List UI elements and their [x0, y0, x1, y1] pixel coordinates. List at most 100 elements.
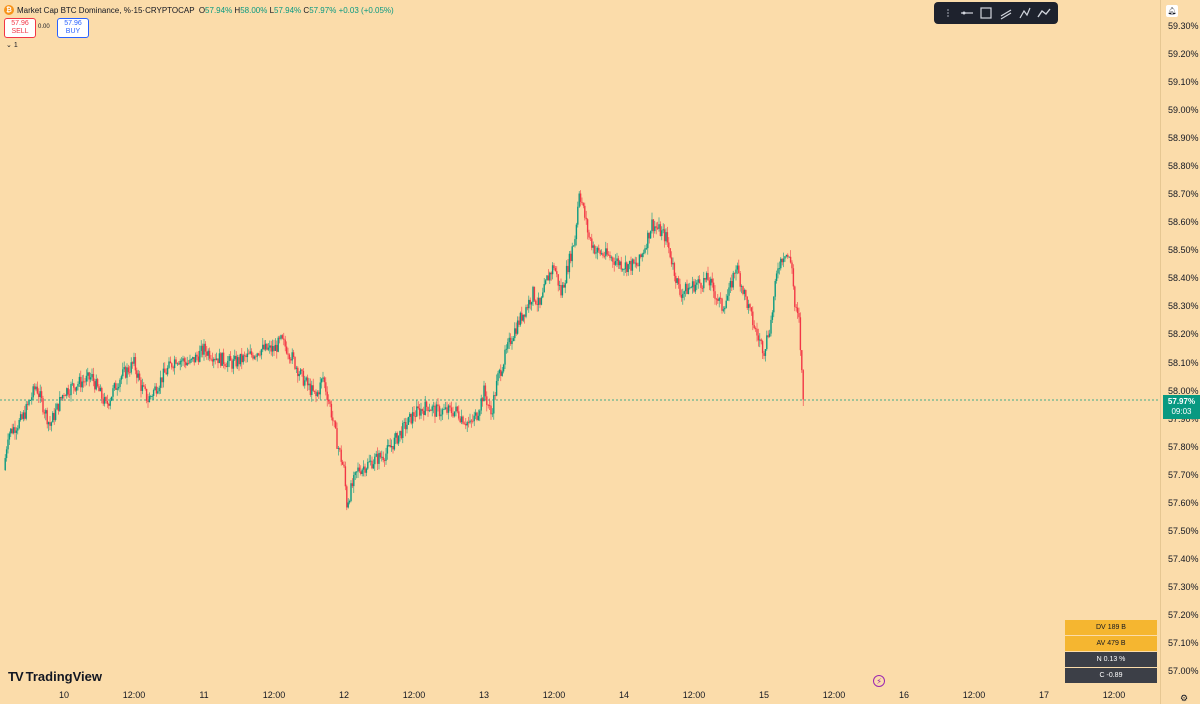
y-tick-label: 59.10%	[1168, 77, 1199, 88]
candle-body	[628, 260, 631, 265]
path-icon[interactable]	[1017, 5, 1033, 21]
buy-label: BUY	[65, 28, 81, 35]
candle-body	[68, 394, 71, 396]
candle-body	[491, 413, 494, 415]
candle-body	[347, 502, 349, 508]
candle-body	[798, 313, 800, 318]
x-tick-label: 12:00	[542, 690, 566, 700]
candle-body	[684, 283, 687, 292]
candle-body	[245, 355, 247, 358]
candle-body	[512, 338, 515, 341]
candle-body	[319, 382, 321, 395]
candle-body	[704, 278, 706, 280]
parallel-channel-icon[interactable]	[998, 5, 1014, 21]
candle-body	[235, 355, 237, 367]
symbol-title[interactable]: Market Cap BTC Dominance, %	[17, 5, 131, 15]
stat-c: C -0.89	[1065, 668, 1157, 683]
candle-body	[766, 335, 768, 350]
candle-body	[658, 224, 660, 229]
price-chart[interactable]	[0, 0, 1160, 704]
candle-body	[719, 297, 722, 299]
candle-body	[665, 232, 667, 242]
candle-body	[285, 346, 288, 354]
candle-body	[24, 412, 26, 419]
candle-body	[494, 395, 496, 397]
candle-body	[507, 342, 509, 349]
y-tick-label: 57.50%	[1168, 525, 1199, 536]
candle-body	[260, 349, 263, 356]
gear-icon[interactable]: ⚙︎	[1180, 693, 1189, 703]
candle-body	[497, 373, 499, 381]
interval-label[interactable]: 15	[133, 5, 143, 15]
candle-body	[431, 406, 433, 411]
candle-body	[400, 430, 403, 439]
drag-handle-icon[interactable]	[940, 5, 956, 21]
candle-body	[593, 245, 596, 254]
candle-body	[542, 292, 544, 298]
candle-body	[61, 395, 64, 399]
y-tick-label: 58.60%	[1168, 217, 1199, 228]
candle-body	[420, 409, 422, 416]
x-tick-label: 12:00	[402, 690, 426, 700]
candle-body	[54, 409, 57, 420]
candle-body	[731, 281, 733, 288]
candle-body	[588, 232, 590, 238]
candle-body	[159, 377, 162, 388]
candle-body	[252, 354, 254, 359]
candle-body	[250, 351, 253, 355]
candle-body	[263, 344, 265, 350]
candle-body	[752, 311, 754, 326]
candle-body	[389, 445, 391, 448]
last-price-value: 57.97%	[1167, 397, 1196, 406]
horizontal-line-icon[interactable]	[959, 5, 975, 21]
close-value: 57.97%	[309, 5, 337, 15]
candle-body	[675, 275, 677, 283]
tradingview-logo[interactable]: TV TradingView	[8, 669, 102, 684]
candle-body	[501, 371, 503, 376]
rectangle-icon[interactable]	[978, 5, 994, 21]
candle-body	[50, 422, 53, 426]
candle-body	[614, 261, 617, 265]
candle-body	[332, 417, 334, 421]
y-tick-label: 57.10%	[1168, 637, 1199, 648]
alert-icon[interactable]: 🔔︎	[1166, 5, 1178, 17]
candle-body	[46, 410, 48, 425]
candle-body	[525, 307, 527, 317]
candle-body	[768, 333, 771, 337]
candle-body	[407, 416, 410, 425]
candle-body	[269, 345, 271, 348]
change-value: +0.03 (+0.05%)	[338, 5, 394, 15]
collapse-indicators-button[interactable]: ⌄ 1	[6, 41, 18, 49]
candle-body	[460, 416, 463, 423]
candle-body	[172, 367, 174, 369]
candle-body	[180, 360, 183, 362]
candle-body	[200, 345, 202, 351]
candle-body	[487, 404, 489, 406]
candle-body	[537, 297, 540, 305]
lightning-icon[interactable]: ⚡︎	[873, 675, 885, 687]
candle-body	[406, 424, 408, 430]
candle-body	[623, 269, 625, 270]
stat-dv-value: 189 B	[1107, 624, 1126, 631]
candle-body	[299, 369, 302, 374]
candle-body	[207, 350, 209, 356]
candle-body	[278, 337, 281, 339]
candle-body	[49, 422, 51, 426]
trend-line-icon[interactable]	[1036, 5, 1052, 21]
price-axis[interactable]	[1160, 0, 1200, 704]
candle-body	[259, 354, 261, 356]
candle-body	[376, 453, 379, 464]
sell-button[interactable]: 57.96 SELL	[4, 18, 36, 38]
buy-button[interactable]: 57.96 BUY	[57, 18, 89, 38]
candle-body	[683, 291, 685, 294]
candle-body	[578, 193, 580, 207]
candle-body	[291, 352, 293, 361]
candle-body	[105, 397, 107, 401]
candle-body	[26, 404, 29, 405]
candle-body	[60, 397, 62, 399]
candle-body	[91, 374, 93, 378]
candle-body	[264, 343, 267, 350]
candle-body	[150, 396, 152, 397]
candle-body	[631, 259, 634, 271]
candle-body	[294, 357, 296, 369]
